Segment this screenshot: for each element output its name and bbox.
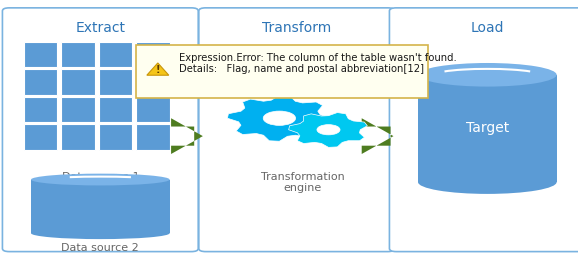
Polygon shape xyxy=(228,95,331,141)
Text: Data source 2: Data source 2 xyxy=(61,243,139,253)
Ellipse shape xyxy=(31,227,170,239)
Text: !: ! xyxy=(156,65,160,75)
Polygon shape xyxy=(362,118,394,154)
FancyBboxPatch shape xyxy=(99,69,133,95)
FancyBboxPatch shape xyxy=(61,42,95,67)
FancyBboxPatch shape xyxy=(99,124,133,150)
FancyBboxPatch shape xyxy=(199,8,395,252)
FancyBboxPatch shape xyxy=(61,69,95,95)
FancyBboxPatch shape xyxy=(61,97,95,122)
Polygon shape xyxy=(31,180,170,233)
FancyBboxPatch shape xyxy=(61,124,95,150)
FancyBboxPatch shape xyxy=(2,8,198,252)
Ellipse shape xyxy=(31,174,170,186)
Circle shape xyxy=(317,125,340,135)
FancyBboxPatch shape xyxy=(24,124,57,150)
FancyBboxPatch shape xyxy=(137,69,170,95)
Text: Extract: Extract xyxy=(75,21,125,35)
Polygon shape xyxy=(147,63,169,75)
Text: Data source 1: Data source 1 xyxy=(61,172,139,182)
FancyBboxPatch shape xyxy=(137,124,170,150)
Text: Transform: Transform xyxy=(262,21,331,35)
Text: Target: Target xyxy=(466,122,509,135)
FancyBboxPatch shape xyxy=(99,97,133,122)
Polygon shape xyxy=(171,118,203,154)
FancyBboxPatch shape xyxy=(24,97,57,122)
FancyBboxPatch shape xyxy=(24,42,57,67)
FancyBboxPatch shape xyxy=(137,42,170,67)
Ellipse shape xyxy=(418,170,556,194)
FancyBboxPatch shape xyxy=(137,45,428,98)
Circle shape xyxy=(263,111,295,125)
FancyBboxPatch shape xyxy=(137,97,170,122)
Ellipse shape xyxy=(418,63,556,87)
Text: Details:   Flag, name and postal abbreviation[12]: Details: Flag, name and postal abbreviat… xyxy=(178,64,424,74)
Text: Load: Load xyxy=(471,21,504,35)
FancyBboxPatch shape xyxy=(24,69,57,95)
FancyBboxPatch shape xyxy=(99,42,133,67)
FancyBboxPatch shape xyxy=(390,8,579,252)
Polygon shape xyxy=(289,113,367,147)
Text: Expression.Error: The column of the table wasn't found.: Expression.Error: The column of the tabl… xyxy=(178,53,456,63)
Text: Transformation
engine: Transformation engine xyxy=(261,172,345,194)
Polygon shape xyxy=(418,75,556,182)
